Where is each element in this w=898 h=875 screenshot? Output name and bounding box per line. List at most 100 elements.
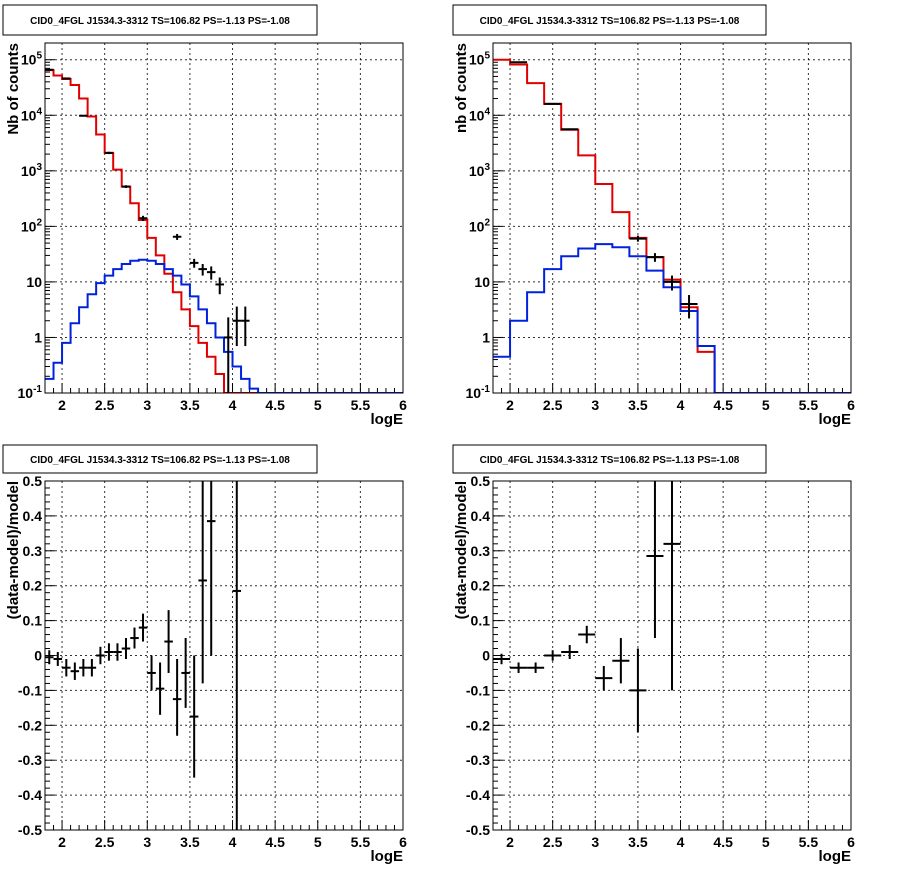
y-tick-label: 105: [469, 51, 491, 68]
data-point: [45, 68, 54, 71]
y-tick-label: -0.5: [18, 822, 42, 838]
data-point: [663, 275, 681, 291]
data-point: [646, 253, 664, 262]
x-tick-label: 5.5: [799, 834, 819, 850]
x-tick-label: 2.5: [95, 834, 115, 850]
data-point: [241, 306, 250, 347]
data-point: [189, 258, 199, 268]
x-tick-label: 3: [591, 834, 599, 850]
y-axis-title: (data-model)/model: [5, 481, 22, 619]
chart-title: CID0_4FGL J1534.3-3312 TS=106.82 PS=-1.1…: [30, 455, 290, 466]
data-point: [138, 215, 148, 221]
x-tick-label: 6: [399, 834, 407, 850]
y-tick-label: 0.3: [471, 543, 491, 559]
x-tick-label: 4: [229, 834, 237, 850]
residual-point: [561, 645, 579, 659]
data-point: [232, 306, 242, 347]
y-tick-label: 1: [34, 329, 42, 345]
residual-point: [147, 655, 156, 691]
x-tick-label: 4: [677, 397, 685, 413]
x-tick-label: 6: [847, 397, 855, 413]
x-tick-label: 5.5: [351, 834, 371, 850]
residual-point: [629, 648, 647, 733]
plot-area: [45, 481, 242, 830]
y-axis-title: (data-model)/model: [453, 481, 470, 619]
plot-area: [493, 481, 681, 733]
residual-point: [164, 610, 173, 673]
x-tick-label: 2: [506, 834, 514, 850]
residual-point: [53, 652, 63, 666]
data-point: [561, 128, 579, 131]
total_model-histogram: [45, 69, 403, 393]
data-point: [104, 151, 114, 155]
residual-point: [612, 638, 630, 684]
residual-point: [104, 643, 114, 661]
chart-panel-4: CID0_4FGL J1534.3-3312 TS=106.82 PS=-1.1…: [452, 444, 855, 865]
y-tick-label: -0.1: [466, 682, 490, 698]
plot-frame: [492, 42, 852, 394]
grid-lines: [493, 43, 851, 393]
x-tick-label: 5: [314, 834, 322, 850]
residual-point: [510, 662, 528, 673]
x-tick-label: 6: [399, 397, 407, 413]
y-tick-label: -0.1: [18, 682, 42, 698]
residual-point: [87, 658, 97, 677]
data-point: [198, 264, 207, 276]
x-tick-label: 3.5: [628, 397, 648, 413]
x-axis-title: logE: [371, 848, 404, 865]
x-tick-label: 5: [762, 834, 770, 850]
x-tick-label: 3: [143, 834, 151, 850]
residual-point: [138, 613, 148, 642]
x-tick-label: 3.5: [180, 397, 200, 413]
y-tick-label: -0.2: [18, 717, 42, 733]
chart-panel-3: CID0_4FGL J1534.3-3312 TS=106.82 PS=-1.1…: [2, 444, 407, 865]
y-tick-label: 104: [21, 106, 43, 123]
residual-point: [62, 658, 71, 677]
data-point: [510, 61, 528, 64]
plot-area: [493, 58, 851, 393]
x-tick-label: 4: [229, 397, 237, 413]
x-tick-label: 2.5: [543, 397, 563, 413]
residual-point: [181, 638, 190, 708]
x-tick-label: 5.5: [351, 397, 371, 413]
x-tick-label: 3: [591, 397, 599, 413]
x-axis-title: logE: [819, 411, 852, 428]
y-tick-label: 104: [469, 106, 491, 123]
x-tick-label: 4: [677, 834, 685, 850]
data-point: [629, 235, 647, 242]
x-tick-label: 6: [847, 834, 855, 850]
y-tick-label: -0.2: [466, 717, 490, 733]
residual-point: [206, 481, 216, 656]
y-axis-title: Nb of counts: [5, 43, 22, 135]
chart-title: CID0_4FGL J1534.3-3312 TS=106.82 PS=-1.1…: [480, 455, 740, 466]
y-tick-label: 0.5: [471, 473, 491, 489]
y-tick-label: 102: [21, 217, 43, 234]
x-tick-label: 3: [143, 397, 151, 413]
x-tick-label: 2: [58, 397, 66, 413]
residual-point: [155, 662, 165, 715]
data-point: [215, 277, 224, 295]
data-point: [121, 185, 131, 189]
residual-point: [595, 665, 613, 691]
residual-point: [232, 481, 242, 830]
y-tick-label: 0: [482, 648, 490, 664]
y-tick-label: 0.5: [23, 473, 43, 489]
x-axis-title: logE: [819, 848, 852, 865]
plot-frame: [44, 42, 404, 394]
y-tick-label: 0.4: [471, 508, 491, 524]
y-tick-label: -0.5: [466, 822, 490, 838]
residual-point: [198, 481, 207, 684]
y-tick-label: 10-1: [18, 384, 43, 401]
y-tick-label: 103: [469, 162, 491, 179]
plot-frame: [492, 480, 852, 831]
residual-point: [45, 650, 54, 665]
minor-ticks: [492, 480, 852, 831]
x-tick-label: 2.5: [543, 834, 563, 850]
y-tick-label: 0.2: [23, 578, 43, 594]
y-tick-label: 105: [21, 51, 43, 68]
data-point: [224, 317, 233, 393]
residual-point: [130, 627, 139, 649]
x-tick-label: 4.5: [713, 834, 733, 850]
residual-point: [527, 662, 545, 673]
